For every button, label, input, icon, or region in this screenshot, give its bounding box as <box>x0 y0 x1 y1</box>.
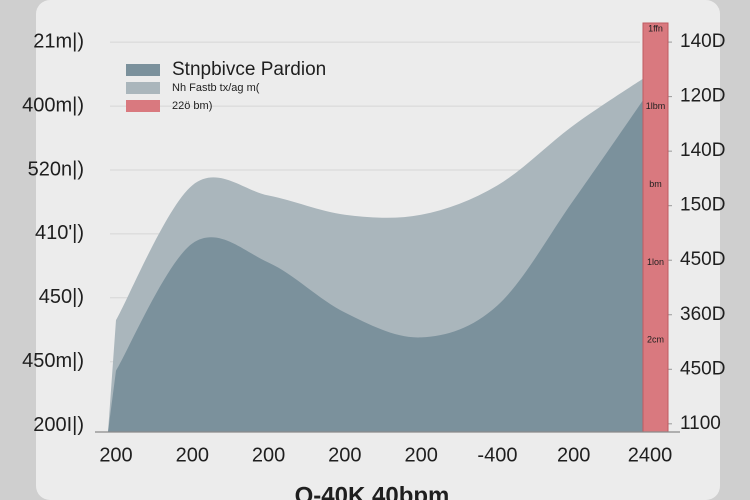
y-tick-label: 450m|) <box>22 350 84 372</box>
bar-label: 2cm <box>647 335 664 345</box>
bar <box>642 22 669 433</box>
bar-label: 1lon <box>647 257 664 267</box>
y-tick-label: 450|) <box>39 286 84 308</box>
y2-tick-label: 140D <box>680 31 725 52</box>
bar-label: 1ffn <box>648 23 663 33</box>
y2-tick-label: 150D <box>680 195 725 216</box>
y2-tick-label: 450D <box>680 249 725 270</box>
legend-swatch <box>126 100 160 112</box>
x-tick-label: 200 <box>252 444 285 466</box>
y2-tick-label: 450D <box>680 358 725 379</box>
legend-label: Nh Fastb tx/ag m( <box>172 82 260 94</box>
legend-label: 22ö bm) <box>172 100 212 112</box>
x-tick-label: 200 <box>99 444 132 466</box>
legend-swatch <box>126 64 160 76</box>
x-tick-label: 200 <box>557 444 590 466</box>
x-tick-label: -400 <box>477 444 517 466</box>
y-tick-label: 410'|) <box>35 222 84 244</box>
y2-tick-label: 1100 <box>680 413 721 434</box>
x-tick-label: 2400 <box>628 444 673 466</box>
x-tick-label: 200 <box>404 444 437 466</box>
x-tick-label: 200 <box>328 444 361 466</box>
chart-title: Q-40K 40bpm <box>295 482 450 500</box>
y2-tick-label: 360D <box>680 304 725 325</box>
area <box>108 90 650 432</box>
legend-label: Stnpbivce Pardion <box>172 59 326 80</box>
y-tick-label: 200I|) <box>33 414 84 436</box>
legend-swatch <box>126 82 160 94</box>
plot-area: 200I|) 450m|) 450|) 410'|) 520n|) 400m|) 21m|)… <box>22 22 725 466</box>
bar-label: bm <box>649 179 662 189</box>
y2-tick-label: 140D <box>680 140 725 161</box>
y-tick-label: 21m|) <box>33 30 84 52</box>
y-tick-label: 400m|) <box>22 94 84 116</box>
x-tick-label: 200 <box>176 444 209 466</box>
bar-label: 1lbm <box>646 101 666 111</box>
y-tick-label: 520n|) <box>28 158 84 180</box>
y2-tick-label: 120D <box>680 86 725 107</box>
